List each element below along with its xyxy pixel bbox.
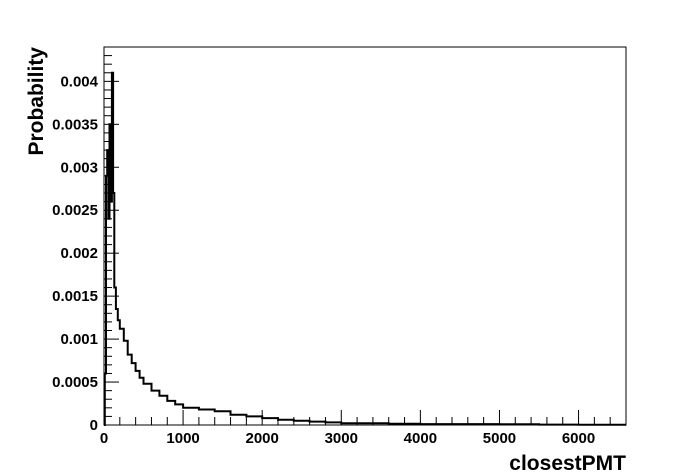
y-tick-label: 0.001	[60, 331, 98, 348]
x-tick-label: 2000	[245, 430, 278, 447]
y-tick-label: 0.002	[60, 245, 98, 262]
series-line	[103, 71, 626, 426]
x-tick-label: 3000	[325, 430, 358, 447]
y-tick-label: 0	[90, 417, 98, 434]
x-tick-label: 1000	[166, 430, 199, 447]
plot-frame	[103, 46, 627, 426]
x-tick-label: 4000	[404, 430, 437, 447]
x-tick-label: 5000	[483, 430, 516, 447]
x-axis-title: closestPMT	[509, 452, 626, 472]
y-tick-label: 0.004	[60, 73, 98, 90]
axis-ticks	[103, 46, 627, 426]
axis-tick-labels: 0 1000 2000 3000 4000 5000 6000 0 0.0005 0.001 0.0…	[52, 73, 595, 447]
y-tick-label: 0.0015	[52, 288, 98, 305]
y-tick-label: 0.0035	[52, 116, 98, 133]
y-tick-label: 0.0005	[52, 374, 98, 391]
x-tick-label: 0	[100, 430, 108, 447]
y-tick-label: 0.003	[60, 159, 98, 176]
y-tick-label: 0.0025	[52, 202, 98, 219]
y-axis-title: Probability	[25, 47, 48, 156]
x-tick-label: 6000	[562, 430, 595, 447]
